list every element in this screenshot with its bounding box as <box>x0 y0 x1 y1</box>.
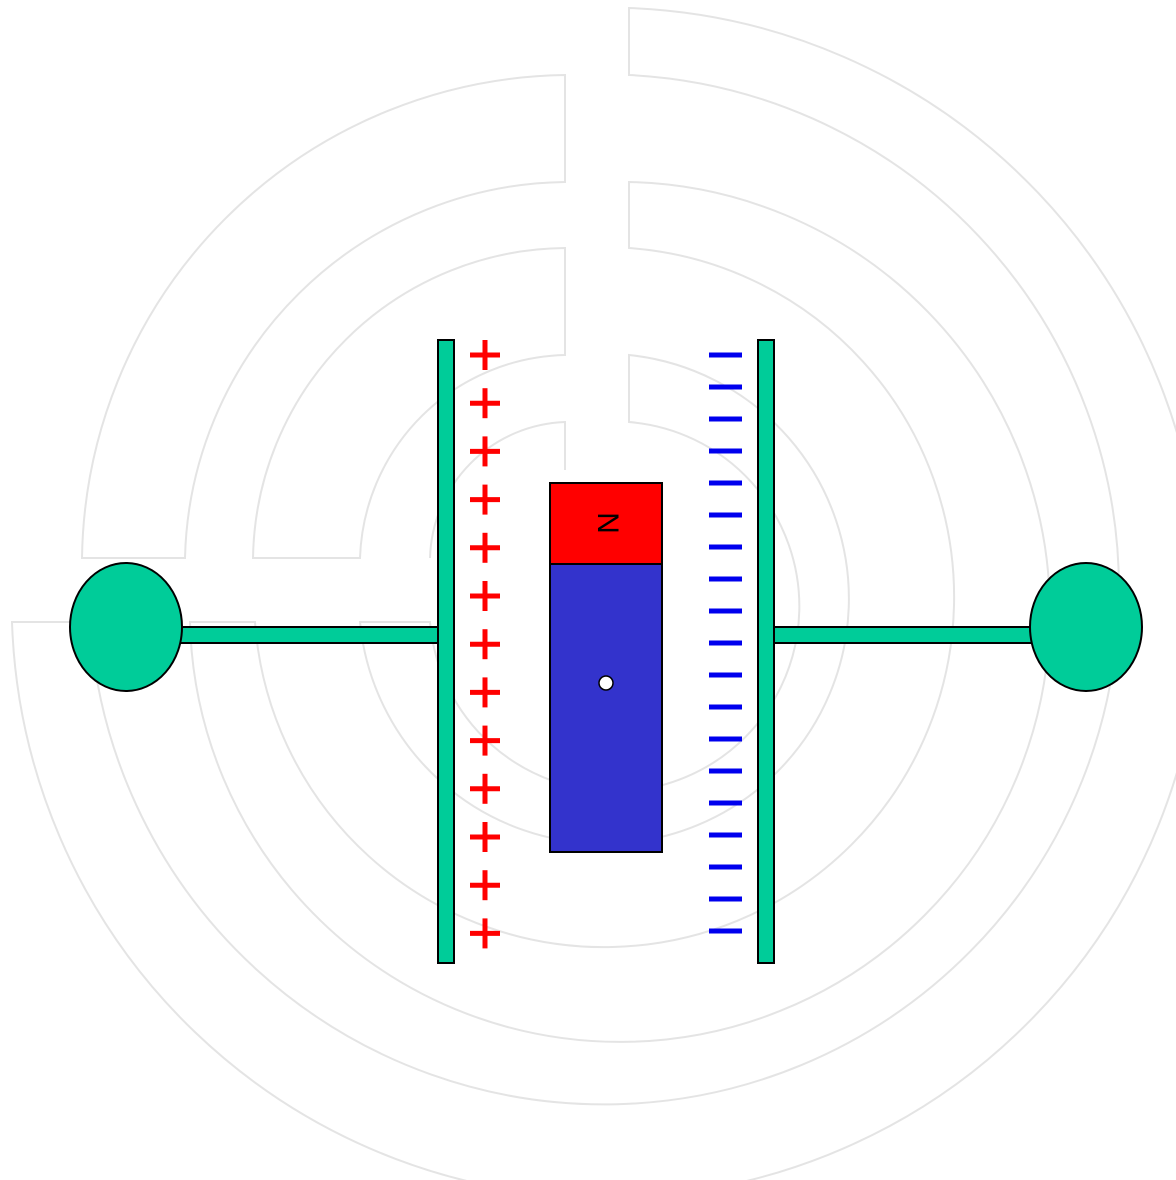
right-wire <box>773 626 1033 644</box>
maze-ring <box>358 353 850 845</box>
maze-ring <box>251 246 566 559</box>
negative-charges <box>709 352 742 934</box>
maze-ring <box>429 420 566 559</box>
left-plate <box>437 339 455 964</box>
magnet-north <box>549 482 663 565</box>
left-wire <box>179 626 439 644</box>
right-terminal <box>1029 562 1143 692</box>
magnet-south <box>549 563 663 853</box>
maze-ring <box>80 73 566 559</box>
pivot <box>598 675 614 691</box>
right-plate <box>757 339 775 964</box>
positive-charges <box>470 340 500 949</box>
left-terminal <box>69 562 183 692</box>
magnet-label: N <box>591 512 624 534</box>
